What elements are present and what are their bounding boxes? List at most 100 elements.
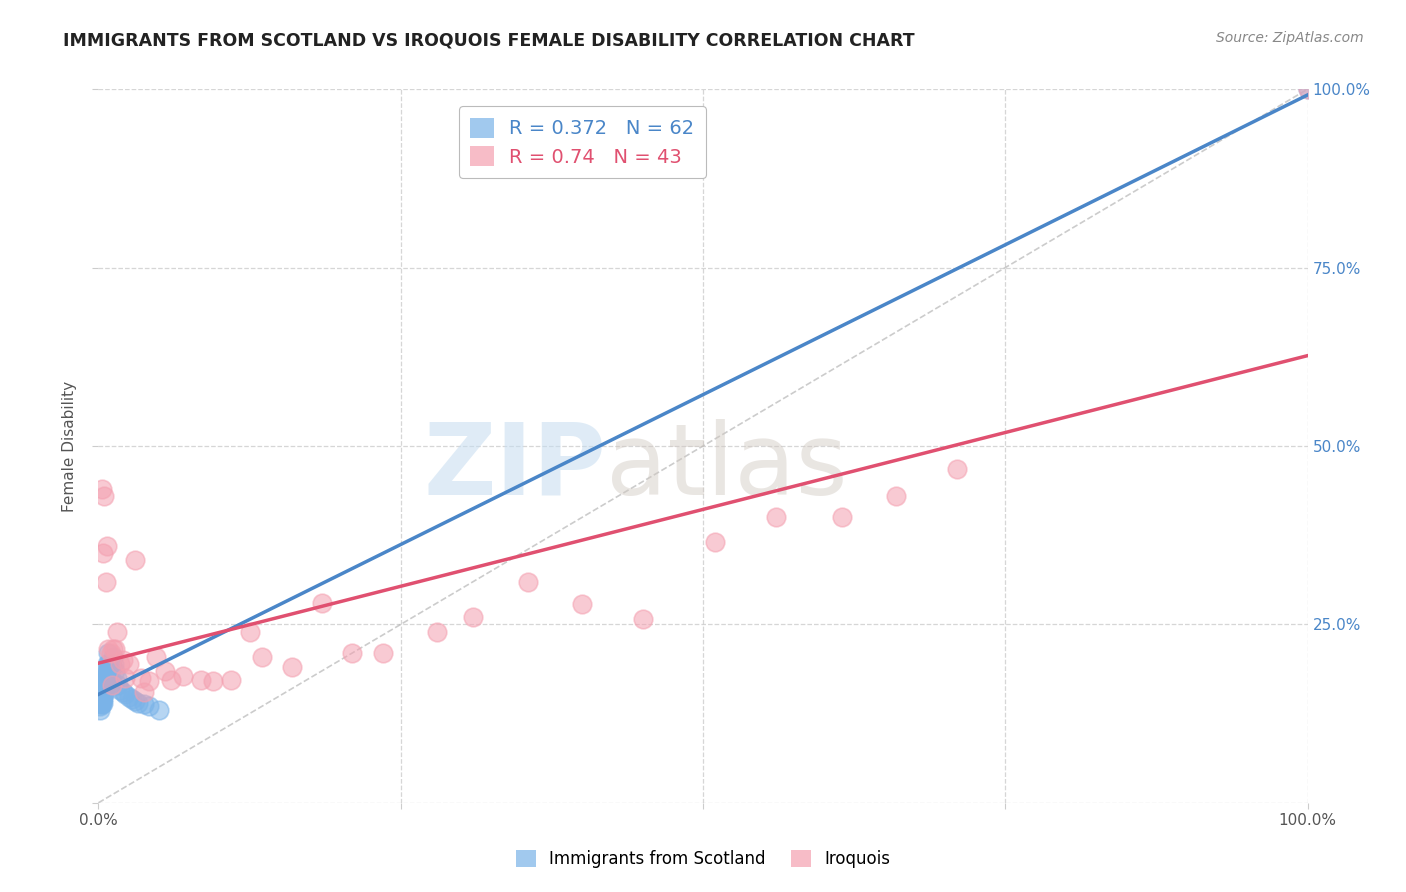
Point <box>93 683 115 698</box>
Point <box>111 653 134 667</box>
Point <box>89 699 111 714</box>
Point <box>105 624 128 639</box>
Point <box>91 685 114 699</box>
Text: ZIP: ZIP <box>423 419 606 516</box>
Point <box>107 678 129 692</box>
Point <box>160 673 183 687</box>
Point <box>108 683 131 698</box>
Point <box>190 673 212 687</box>
Point <box>94 676 117 690</box>
Point <box>100 678 122 692</box>
Point <box>239 624 262 639</box>
Point <box>100 676 122 690</box>
Point <box>91 698 114 712</box>
Point <box>426 624 449 639</box>
Point <box>90 698 112 712</box>
Point <box>281 660 304 674</box>
Y-axis label: Female Disability: Female Disability <box>62 380 77 512</box>
Point <box>1296 82 1319 96</box>
Point <box>946 462 969 476</box>
Point <box>91 546 114 560</box>
Point <box>97 657 120 671</box>
Point <box>90 690 112 705</box>
Point <box>114 687 136 701</box>
Point <box>371 646 394 660</box>
Point <box>89 703 111 717</box>
Point <box>172 669 194 683</box>
Point <box>100 660 122 674</box>
Point <box>463 610 485 624</box>
Point <box>250 649 273 664</box>
Point <box>89 696 111 710</box>
Point <box>90 689 112 703</box>
Point <box>93 671 115 685</box>
Point <box>114 671 136 685</box>
Text: atlas: atlas <box>606 419 848 516</box>
Point <box>93 678 115 692</box>
Point <box>221 673 243 687</box>
Point <box>311 596 333 610</box>
Point <box>571 598 593 612</box>
Point <box>145 649 167 664</box>
Point <box>91 678 114 692</box>
Point <box>93 687 115 701</box>
Point <box>831 510 853 524</box>
Point <box>118 657 141 671</box>
Point <box>148 703 170 717</box>
Point <box>91 683 114 698</box>
Point <box>1296 82 1319 96</box>
Point <box>97 642 120 657</box>
Point <box>91 694 114 708</box>
Point <box>91 687 114 701</box>
Point <box>202 674 225 689</box>
Point <box>516 574 538 589</box>
Point <box>90 687 112 701</box>
Point <box>91 692 114 706</box>
Point <box>96 539 118 553</box>
Text: Source: ZipAtlas.com: Source: ZipAtlas.com <box>1216 31 1364 45</box>
Point <box>704 535 727 549</box>
Point <box>97 646 120 660</box>
Point <box>91 482 114 496</box>
Point <box>100 646 122 660</box>
Point <box>91 690 114 705</box>
Point <box>98 664 121 678</box>
Point <box>101 642 124 657</box>
Point <box>90 692 112 706</box>
Point <box>134 685 156 699</box>
Point <box>89 689 111 703</box>
Point <box>127 696 149 710</box>
Point <box>103 657 125 671</box>
Point <box>91 692 114 706</box>
Point <box>124 694 146 708</box>
Point <box>90 694 112 708</box>
Point <box>111 685 134 699</box>
Point <box>101 649 124 664</box>
Point <box>94 574 117 589</box>
Point <box>886 489 908 503</box>
Point <box>100 671 122 685</box>
Point <box>108 657 131 671</box>
Point <box>129 671 152 685</box>
Point <box>104 664 127 678</box>
Point <box>153 664 176 678</box>
Point <box>91 676 114 690</box>
Text: IMMIGRANTS FROM SCOTLAND VS IROQUOIS FEMALE DISABILITY CORRELATION CHART: IMMIGRANTS FROM SCOTLAND VS IROQUOIS FEM… <box>63 31 915 49</box>
Point <box>91 696 114 710</box>
Point <box>765 510 787 524</box>
Legend: R = 0.372   N = 62, R = 0.74   N = 43: R = 0.372 N = 62, R = 0.74 N = 43 <box>458 106 706 178</box>
Point <box>93 674 115 689</box>
Point <box>96 664 118 678</box>
Point <box>105 671 128 685</box>
Point <box>96 669 118 683</box>
Point <box>104 642 127 657</box>
Point <box>89 692 111 706</box>
Point <box>91 689 114 703</box>
Point <box>93 489 115 503</box>
Legend: Immigrants from Scotland, Iroquois: Immigrants from Scotland, Iroquois <box>509 843 897 875</box>
Point <box>94 671 117 685</box>
Point <box>91 680 114 694</box>
Point <box>91 678 114 692</box>
Point <box>134 698 156 712</box>
Point <box>138 699 160 714</box>
